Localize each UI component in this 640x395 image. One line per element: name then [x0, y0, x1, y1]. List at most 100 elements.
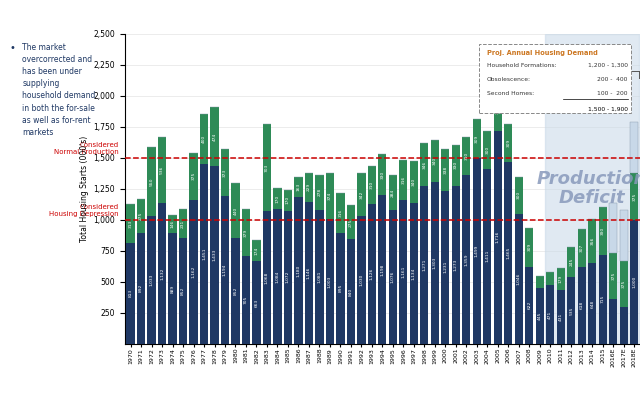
Text: 146: 146 [170, 220, 175, 228]
Bar [462, 137, 470, 175]
Text: Household Formations:: Household Formations: [487, 63, 557, 68]
Text: Obsolescence:: Obsolescence: [487, 77, 531, 82]
Text: 330: 330 [380, 171, 385, 179]
Bar [179, 209, 187, 238]
Text: Second Homes:: Second Homes: [487, 91, 534, 96]
Bar [483, 132, 492, 169]
Text: 170: 170 [275, 194, 280, 203]
Bar [252, 261, 260, 344]
Text: 889: 889 [170, 284, 175, 293]
Text: 1,068: 1,068 [265, 271, 269, 284]
Bar [420, 143, 428, 186]
Bar [609, 299, 618, 344]
Text: 1,359: 1,359 [465, 253, 468, 265]
Text: 390: 390 [601, 227, 605, 235]
Text: 284: 284 [391, 188, 395, 197]
Bar [137, 199, 145, 233]
Text: 316: 316 [401, 176, 405, 184]
Text: 310: 310 [465, 152, 468, 160]
Text: 813: 813 [129, 289, 132, 297]
Bar [368, 204, 376, 344]
Bar [452, 186, 460, 344]
Bar [473, 158, 481, 344]
Bar [221, 196, 229, 344]
Bar [389, 210, 397, 344]
Bar [168, 233, 177, 344]
Bar [284, 211, 292, 344]
Text: 535: 535 [569, 306, 573, 315]
Bar [294, 177, 303, 197]
Text: 1,271: 1,271 [422, 259, 426, 271]
Text: 1,132: 1,132 [160, 267, 164, 280]
Text: 895: 895 [339, 284, 342, 292]
Bar [326, 219, 334, 344]
Bar [242, 209, 250, 256]
Bar [504, 162, 513, 344]
Bar [630, 220, 638, 344]
Text: 892: 892 [139, 284, 143, 292]
Text: 1,033: 1,033 [150, 273, 154, 286]
Text: 346: 346 [422, 160, 426, 169]
Bar [326, 173, 334, 219]
Bar [630, 173, 638, 220]
Bar [179, 238, 187, 344]
Bar [347, 205, 355, 239]
Bar [284, 190, 292, 211]
Text: 1,465: 1,465 [506, 246, 510, 259]
Bar [493, 89, 502, 131]
Text: 313: 313 [129, 219, 132, 228]
Bar [147, 147, 156, 216]
Text: 309: 309 [506, 139, 510, 147]
Text: •: • [10, 43, 16, 53]
Text: 1,046: 1,046 [517, 273, 521, 285]
Text: 245: 245 [569, 258, 573, 266]
Text: 170: 170 [286, 196, 290, 204]
Text: 550: 550 [150, 177, 154, 186]
Bar [399, 160, 408, 199]
Bar [368, 166, 376, 204]
Text: 1,146: 1,146 [307, 266, 311, 279]
Text: 840: 840 [349, 288, 353, 296]
Bar [263, 211, 271, 344]
Bar [168, 215, 177, 233]
Bar [305, 173, 313, 201]
Text: Considered
Housing Depression: Considered Housing Depression [49, 203, 118, 216]
Bar [273, 188, 282, 209]
Bar [473, 119, 481, 158]
Bar [441, 149, 449, 191]
Text: 300: 300 [517, 191, 521, 199]
Bar [263, 124, 271, 211]
Bar [609, 253, 618, 299]
Bar [211, 107, 219, 166]
Bar [337, 194, 344, 233]
Text: 340: 340 [433, 157, 437, 165]
Text: 100 -  200: 100 - 200 [597, 91, 628, 96]
Text: 445: 445 [538, 312, 542, 320]
Text: 852: 852 [234, 287, 237, 295]
Bar [232, 238, 239, 344]
Text: 618: 618 [580, 301, 584, 309]
Text: 648: 648 [590, 299, 595, 308]
Bar [452, 145, 460, 186]
Text: 174: 174 [255, 246, 259, 255]
Bar [441, 191, 449, 344]
Text: The market
overcorrected and
has been under
supplying
household demand
in both t: The market overcorrected and has been un… [22, 43, 96, 137]
Bar [316, 175, 324, 210]
Text: 231: 231 [181, 220, 185, 228]
Text: 1,072: 1,072 [286, 271, 290, 283]
Bar [493, 131, 502, 344]
Bar [316, 210, 324, 344]
Text: 375: 375 [621, 280, 626, 288]
Text: 278: 278 [317, 188, 321, 196]
Text: 1,303: 1,303 [433, 257, 437, 269]
Bar [630, 122, 638, 173]
Bar [431, 182, 439, 344]
Bar [578, 267, 586, 344]
Text: 663: 663 [255, 298, 259, 307]
Text: 536: 536 [160, 166, 164, 174]
Text: 275: 275 [349, 218, 353, 227]
Text: 1,081: 1,081 [317, 271, 321, 283]
FancyBboxPatch shape [479, 43, 631, 113]
Bar [557, 268, 565, 290]
Text: 275: 275 [139, 212, 143, 220]
